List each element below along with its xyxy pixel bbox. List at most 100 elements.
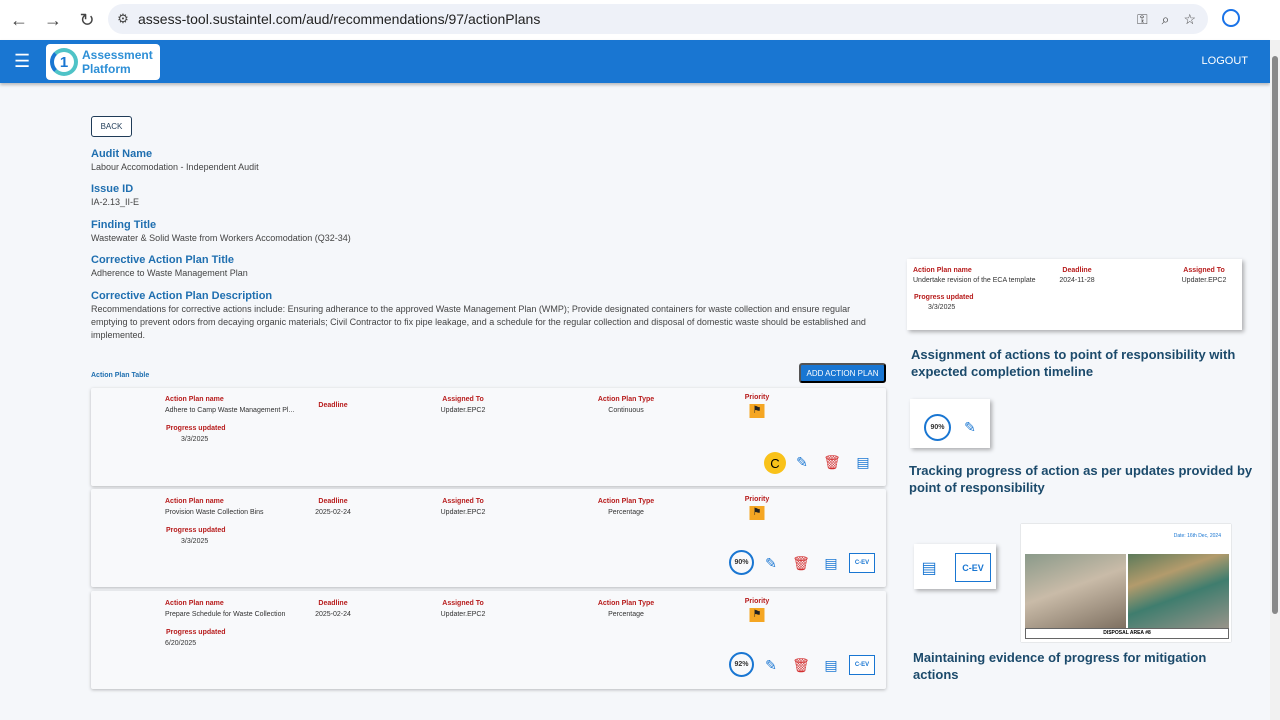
progress-header: Progress updated xyxy=(166,629,226,636)
back-button[interactable]: BACK xyxy=(91,116,132,137)
progress-circle[interactable]: 90% xyxy=(729,550,754,575)
assigned-value: Updater.EPC2 xyxy=(440,509,486,516)
deadline-header: Deadline xyxy=(1062,267,1092,274)
evidence-button: C-EV xyxy=(955,553,991,582)
finding-title-value: Wastewater & Solid Waste from Workers Ac… xyxy=(91,233,351,243)
assigned-value: Updater.EPC2 xyxy=(1181,277,1227,284)
type-value: Continuous xyxy=(608,407,644,414)
forward-arrow-icon[interactable]: → xyxy=(44,9,62,30)
progress-date: 3/3/2025 xyxy=(181,436,209,443)
back-arrow-icon[interactable]: ← xyxy=(10,9,28,30)
finding-title-label: Finding Title xyxy=(91,219,157,231)
type-value: Percentage xyxy=(608,509,644,516)
assigned-value: Updater.EPC2 xyxy=(440,407,486,414)
type-value: Percentage xyxy=(608,611,644,618)
edit-icon[interactable]: ✎ xyxy=(765,555,777,571)
name-header: Action Plan name xyxy=(165,396,224,403)
comments-icon: ▤ xyxy=(921,560,937,577)
continuous-status-badge[interactable]: C xyxy=(764,452,786,474)
deadline-value: 2025-02-24 xyxy=(315,611,351,618)
logo-text: Assessment xyxy=(82,48,153,62)
delete-icon[interactable]: 🗑 xyxy=(792,555,810,571)
type-header: Action Plan Type xyxy=(597,498,655,505)
progress-date: 3/3/2025 xyxy=(928,304,956,311)
site-settings-icon[interactable]: ⚙ xyxy=(117,11,129,26)
address-bar[interactable]: ⚙ assess-tool.sustaintel.com/aud/recomme… xyxy=(108,4,1208,34)
action-plan-card: Action Plan name Adhere to Camp Waste Ma… xyxy=(91,388,886,486)
evidence-button[interactable]: C-EV xyxy=(849,655,875,675)
issue-id-value: IA-2.13_II-E xyxy=(91,197,140,207)
progress-example: 90% ✎ xyxy=(910,399,990,448)
evidence-photo xyxy=(1025,554,1126,629)
progress-circle[interactable]: 92% xyxy=(729,652,754,677)
action-plan-card: Action Plan name Prepare Schedule for Wa… xyxy=(91,591,886,689)
scrollbar[interactable] xyxy=(1270,40,1280,720)
priority-header: Priority xyxy=(744,496,770,503)
browser-toolbar: ← → ↻ ⚙ assess-tool.sustaintel.com/aud/r… xyxy=(0,0,1280,40)
photo-date: Date: 16th Dec, 2024 xyxy=(1173,533,1221,539)
edit-icon[interactable]: ✎ xyxy=(765,657,777,673)
delete-icon[interactable]: 🗑 xyxy=(792,657,810,673)
plan-name: Adhere to Camp Waste Management Pl... xyxy=(165,407,295,414)
edit-icon[interactable]: ✎ xyxy=(796,454,808,470)
priority-flag-icon: ⚑ xyxy=(749,608,765,622)
edit-icon: ✎ xyxy=(964,419,976,435)
priority-header: Priority xyxy=(744,598,770,605)
progress-date: 3/3/2025 xyxy=(181,538,209,545)
cap-description-value: Recommendations for corrective actions i… xyxy=(91,304,866,340)
caption: Maintaining evidence of progress for mit… xyxy=(913,650,1207,682)
logout-button[interactable]: LOGOUT xyxy=(1201,55,1248,67)
add-action-plan-button[interactable]: ADD ACTION PLAN xyxy=(799,363,886,383)
progress-date: 6/20/2025 xyxy=(165,640,197,647)
deadline-header: Deadline xyxy=(318,498,348,505)
logo-text: Platform xyxy=(82,62,131,76)
assigned-header: Assigned To xyxy=(442,396,484,403)
example-card: Action Plan name Undertake revision of t… xyxy=(907,259,1242,330)
delete-icon[interactable]: 🗑 xyxy=(823,454,841,470)
assigned-value: Updater.EPC2 xyxy=(440,611,486,618)
progress-header: Progress updated xyxy=(166,527,226,534)
priority-header: Priority xyxy=(744,394,770,401)
url-text[interactable]: assess-tool.sustaintel.com/aud/recommend… xyxy=(138,11,541,27)
progress-header: Progress updated xyxy=(914,294,974,301)
comments-icon[interactable]: ▤ xyxy=(856,454,870,470)
audit-name-label: Audit Name xyxy=(91,148,153,160)
deadline-value: 2025-02-24 xyxy=(315,509,351,516)
type-header: Action Plan Type xyxy=(597,396,655,403)
assigned-header: Assigned To xyxy=(442,600,484,607)
progress-header: Progress updated xyxy=(166,425,226,432)
deadline-header: Deadline xyxy=(318,402,348,409)
cap-description-label: Corrective Action Plan Description xyxy=(91,290,273,302)
hamburger-menu-icon[interactable]: ☰ xyxy=(14,51,31,71)
plan-name: Provision Waste Collection Bins xyxy=(165,509,264,516)
priority-flag-icon: ⚑ xyxy=(749,506,765,520)
caption: Tracking progress of action as per updat… xyxy=(909,463,1253,495)
comments-icon[interactable]: ▤ xyxy=(824,555,838,571)
star-icon[interactable]: ☆ xyxy=(1183,10,1196,27)
progress-circle: 90% xyxy=(924,414,951,441)
table-title: Action Plan Table xyxy=(91,372,150,379)
photo-caption: DISPOSAL AREA #8 xyxy=(1025,628,1229,639)
comments-icon[interactable]: ▤ xyxy=(824,657,838,673)
reload-icon[interactable]: ↻ xyxy=(79,9,95,30)
app-bar: ☰ 1 Assessment Platform LOGOUT xyxy=(0,40,1270,83)
plan-name: Prepare Schedule for Waste Collection xyxy=(165,611,286,618)
audit-name-value: Labour Accomodation - Independent Audit xyxy=(91,162,259,172)
zoom-icon[interactable]: ⌕ xyxy=(1161,10,1170,27)
name-header: Action Plan name xyxy=(913,267,972,274)
action-plan-card: Action Plan name Provision Waste Collect… xyxy=(91,489,886,587)
key-icon[interactable]: ⚿ xyxy=(1136,10,1148,27)
deadline-value: 2024-11-28 xyxy=(1059,277,1095,284)
assigned-header: Assigned To xyxy=(442,498,484,505)
logo-mark: 1 xyxy=(50,48,78,76)
logo[interactable]: 1 Assessment Platform xyxy=(46,44,160,80)
issue-id-label: Issue ID xyxy=(91,183,134,195)
evidence-photo-sheet: Date: 16th Dec, 2024 DISPOSAL AREA #8 xyxy=(1021,524,1231,642)
scrollbar-thumb[interactable] xyxy=(1272,56,1278,614)
caption: Assignment of actions to point of respon… xyxy=(911,347,1236,379)
evidence-example: ▤ C-EV xyxy=(914,544,996,589)
profile-icon[interactable] xyxy=(1222,9,1240,27)
evidence-button[interactable]: C-EV xyxy=(849,553,875,573)
name-header: Action Plan name xyxy=(165,498,224,505)
assigned-header: Assigned To xyxy=(1183,267,1225,274)
